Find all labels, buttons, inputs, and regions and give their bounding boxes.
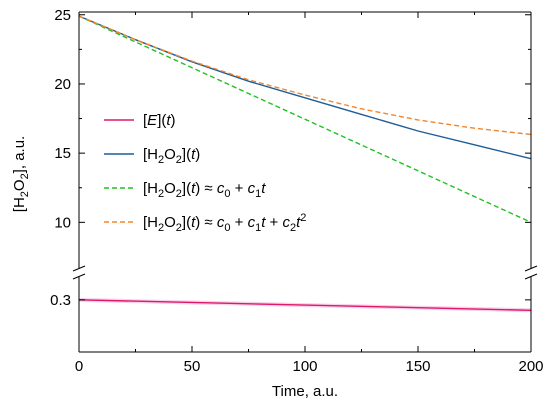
series-lines-layer <box>78 15 532 311</box>
y-tick-label: 15 <box>54 145 71 162</box>
axis-break-mark-left <box>72 265 86 280</box>
x-tick-label: 200 <box>518 358 543 375</box>
y-axis-title-group: [H2O2], a.u. <box>11 136 31 212</box>
legend-entry-E: [E](t) <box>104 112 176 129</box>
legend-entry-quadratic: [H2O2](t) ≈ c0 + c1t + c2t2 <box>104 212 306 234</box>
x-tick-label: 0 <box>75 358 83 375</box>
series-line-quadratic <box>78 15 532 136</box>
series-line-linear <box>78 15 532 223</box>
axis-break-mark-right <box>524 265 538 280</box>
series-line-E <box>78 299 532 311</box>
legend-label-H2O2: [H2O2](t) <box>143 146 200 166</box>
series-line-H2O2 <box>78 15 532 160</box>
legend-label-quadratic: [H2O2](t) ≈ c0 + c1t + c2t2 <box>143 212 306 234</box>
axes-layer: 0 50 100 150 200 10 15 20 25 0.3 Time, a.u. [H2O2],… <box>11 7 544 400</box>
x-tick-label: 100 <box>292 358 317 375</box>
x-tick-label: 150 <box>405 358 430 375</box>
legend-entry-linear: [H2O2](t) ≈ c0 + c1t <box>104 180 266 200</box>
legend: [E](t) [H2O2](t) [H2O2](t) ≈ c0 + c1t [H2O2… <box>104 112 306 234</box>
y-tick-label: 25 <box>54 7 71 24</box>
x-axis-title: Time, a.u. <box>272 383 338 400</box>
x-tick-label: 50 <box>184 358 201 375</box>
y-tick-label: 20 <box>54 76 71 93</box>
legend-label-linear: [H2O2](t) ≈ c0 + c1t <box>143 180 266 200</box>
legend-entry-H2O2: [H2O2](t) <box>104 146 200 166</box>
legend-label-E: [E](t) <box>143 112 176 129</box>
y-tick-label: 10 <box>54 214 71 231</box>
y-tick-label-lower: 0.3 <box>50 292 71 309</box>
y-axis-title: [H2O2], a.u. <box>11 136 31 212</box>
